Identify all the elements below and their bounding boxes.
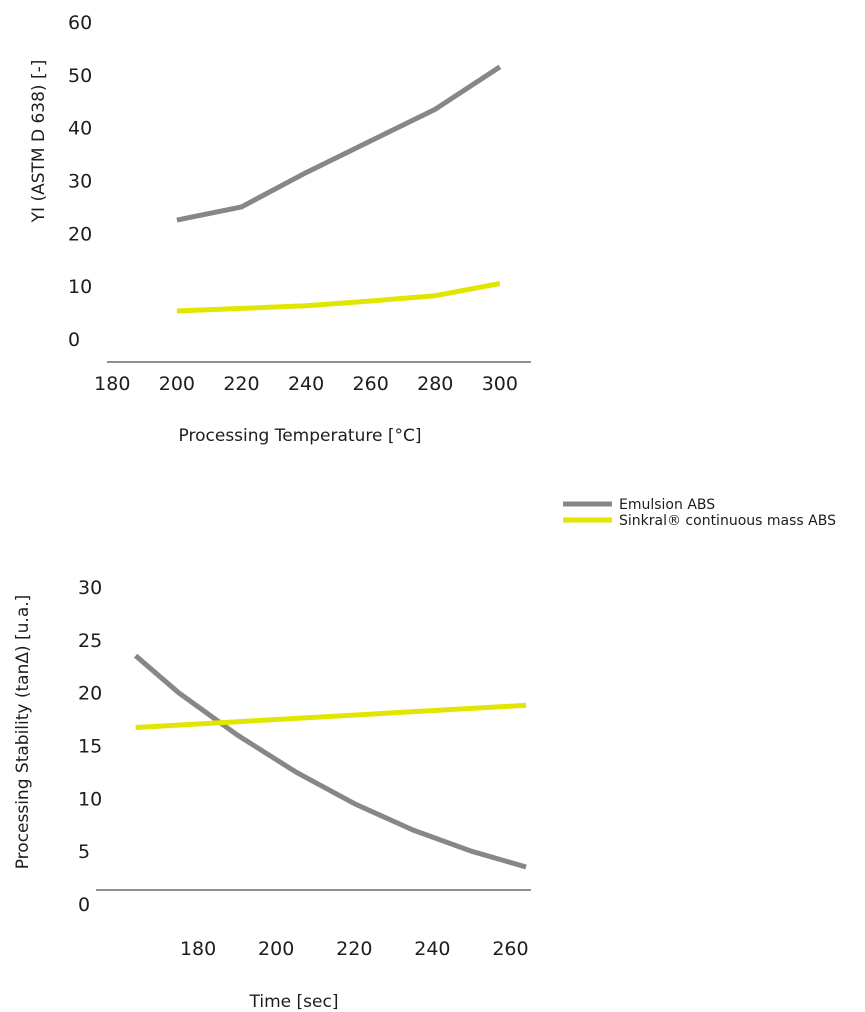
chart2-y-tick-label: 0 xyxy=(78,894,90,916)
chart1-x-tick-label: 200 xyxy=(159,373,195,395)
chart-processing-stability: 0 5 10 15 20 25 30 180 200 220 240 260 Processing … xyxy=(13,577,531,1012)
chart1-y-tick-label: 50 xyxy=(68,65,92,87)
chart1-y-axis-title: YI (ASTM D 638) [-] xyxy=(29,60,49,224)
chart1-x-tick-label: 240 xyxy=(288,373,324,395)
chart1-y-tick-label: 10 xyxy=(68,276,92,298)
chart1-x-tick-label: 300 xyxy=(482,373,518,395)
legend: Emulsion ABS Sinkral® continuous mass AB… xyxy=(563,497,836,529)
chart2-x-tick-label: 220 xyxy=(336,938,372,960)
legend-label-sinkral: Sinkral® continuous mass ABS xyxy=(619,513,836,529)
chart2-series-line-emulsion xyxy=(133,653,527,870)
chart2-y-tick-label: 5 xyxy=(78,841,90,863)
chart2-x-tick-label: 260 xyxy=(492,938,528,960)
chart2-y-tick-label: 25 xyxy=(78,630,102,652)
chart1-x-tick-label: 180 xyxy=(94,373,130,395)
chart1-x-axis-title: Processing Temperature [°C] xyxy=(179,426,422,446)
chart2-x-axis-title: Time [sec] xyxy=(249,992,339,1012)
chart2-y-tick-label: 10 xyxy=(78,788,102,810)
chart2-y-tick-label: 15 xyxy=(78,736,102,758)
chart1-y-tick-label: 60 xyxy=(68,12,92,34)
chart1-y-tick-label: 40 xyxy=(68,118,92,140)
chart1-x-tick-label: 220 xyxy=(223,373,259,395)
chart2-series-line-sinkral xyxy=(135,702,527,730)
chart2-y-tick-label: 30 xyxy=(78,577,102,599)
chart1-series-line-emulsion xyxy=(176,64,502,223)
chart2-x-tick-label: 200 xyxy=(258,938,294,960)
chart1-y-tick-label: 20 xyxy=(68,223,92,245)
chart2-y-axis-title: Processing Stability (tanΔ) [u.a.] xyxy=(13,595,33,870)
chart1-x-tick-label: 260 xyxy=(353,373,389,395)
chart2-x-tick-label: 240 xyxy=(414,938,450,960)
chart2-y-tick-label: 20 xyxy=(78,683,102,705)
chart1-x-tick-label: 280 xyxy=(417,373,453,395)
legend-label-emulsion: Emulsion ABS xyxy=(619,497,715,513)
chart1-y-tick-label: 30 xyxy=(68,171,92,193)
chart1-y-tick-label: 0 xyxy=(68,329,80,351)
chart-yellowness-index: 0 10 20 30 40 50 60 180 200 220 240 260 280 300 YI (… xyxy=(29,12,531,446)
chart2-x-tick-label: 180 xyxy=(180,938,216,960)
chart1-series-line-sinkral xyxy=(176,281,501,314)
